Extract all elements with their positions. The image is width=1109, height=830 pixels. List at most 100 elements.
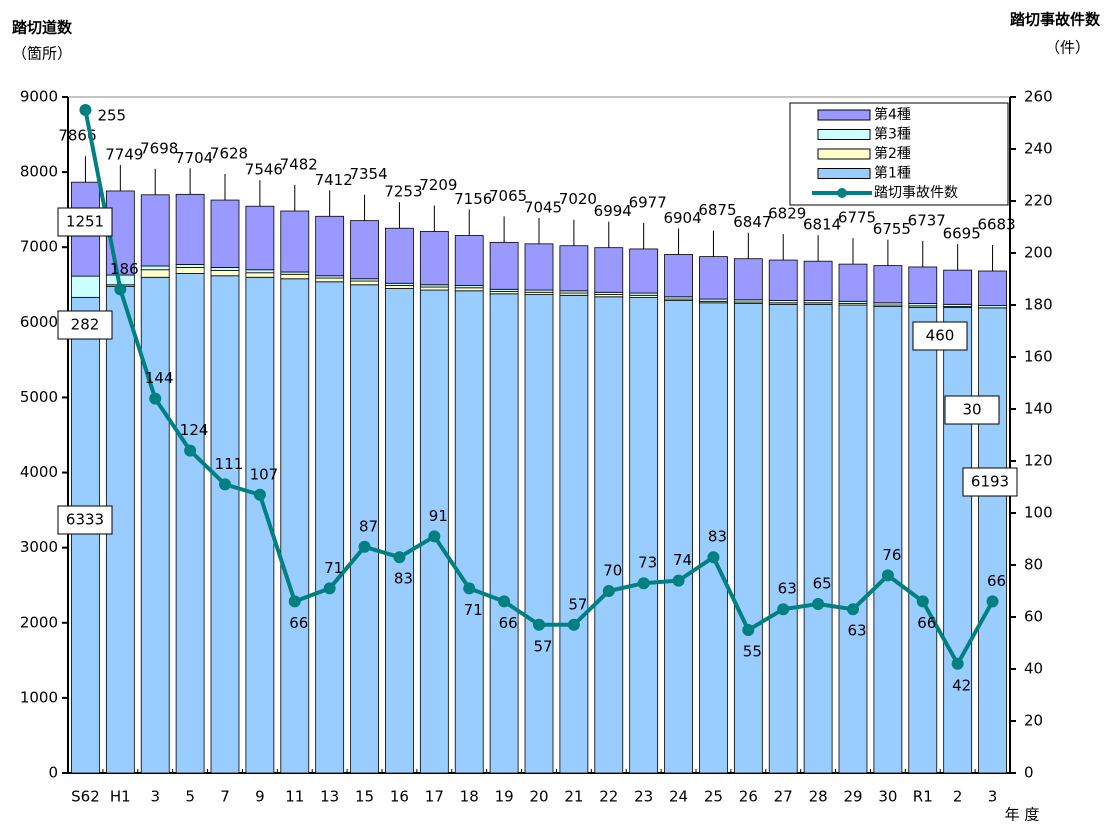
total-label: 7749 [105,145,143,163]
y2-tick-label: 140 [1024,400,1053,418]
x-tick-label: 15 [355,788,374,806]
bar-segment [140,194,170,267]
y2-tick-label: 200 [1024,244,1053,262]
x-tick-label: 19 [495,788,514,806]
bar-segment [454,287,484,292]
bar-segment [733,303,763,774]
bar-segment [803,303,833,774]
line-point [742,624,755,636]
line-value-label: 76 [882,546,901,564]
x-tick-label: 2 [953,788,963,806]
bar-segment [524,294,554,774]
segment-label-box [962,467,1018,497]
bar-segment [664,300,693,774]
bar-segment [350,284,379,774]
segment-label-box [57,207,113,237]
line-point [393,551,406,564]
bar-segment [768,303,798,774]
bar-segment [315,277,345,283]
y2-tick-label: 80 [1024,556,1043,574]
segment-label-box [57,505,113,535]
line-value-label: 66 [289,614,308,632]
bar-segment [245,269,275,274]
y-tick-label: 5000 [20,388,58,406]
line-point [533,618,545,631]
line-point [881,569,894,582]
bar-segment [140,276,170,774]
bar-segment [908,306,938,774]
legend-label: 第4種 [874,106,911,123]
line-value-label: 111 [215,455,244,473]
bar-segment [419,231,449,286]
bar-segment [280,273,310,280]
x-tick-label: 21 [564,788,583,806]
bar-segment [385,227,414,284]
y2-axis-title: 踏切事故件数 [1010,11,1101,29]
total-label: 7698 [140,139,178,157]
total-label: 7704 [175,149,213,167]
legend-swatch [817,109,871,121]
x-tick-label: 20 [529,788,548,806]
segment-label: 1251 [66,213,104,231]
bar-segment [524,243,554,291]
total-label: 6977 [629,193,667,211]
segment-label: 282 [71,316,100,334]
segment-label-box [57,310,113,340]
line-value-label: 65 [813,575,832,593]
bar-segment [175,273,205,774]
total-label: 7156 [454,190,492,208]
bar-segment [664,254,693,298]
line-value-label: 74 [673,551,692,569]
bar-segment [768,259,798,301]
bar-segment [210,270,240,277]
line-value-label: 71 [464,601,483,619]
bar-segment [489,293,519,774]
line-point [602,585,615,597]
bar-segment [559,294,589,774]
y2-tick-label: 260 [1024,88,1053,106]
x-tick-label: S62 [71,788,100,806]
bar-segment [873,306,903,774]
line-value-label: 63 [778,580,797,598]
total-label: 7354 [349,165,387,183]
bar-segment [385,285,414,289]
line-point [358,540,371,553]
legend-swatch [817,129,871,140]
x-tick-label: 17 [425,788,444,806]
line-value-label: 55 [743,643,762,661]
y2-tick-label: 60 [1024,608,1043,626]
line-point [777,603,790,616]
line-value-label: 66 [917,614,936,632]
bar-segment [873,265,903,304]
x-tick-label: 29 [843,788,862,806]
segment-label-box [912,321,968,351]
total-label: 6755 [873,220,911,238]
y2-tick-label: 160 [1024,348,1053,366]
bar-segment [315,281,345,774]
total-label: 6875 [698,201,736,219]
x-tick-label: 3 [988,788,998,806]
line-point [986,595,999,608]
total-label: 6829 [768,205,806,223]
total-label: 7209 [419,176,457,194]
x-tick-label: R1 [913,788,933,806]
bar-segment [559,245,589,292]
bar-segment [350,280,379,286]
bar-segment [733,258,763,301]
x-tick-label: 16 [390,788,409,806]
line-value-label: 66 [499,614,518,632]
bar-segment [175,193,205,265]
legend-label: 第3種 [874,126,911,143]
line-point [184,444,197,457]
y-tick-label: 0 [48,764,58,782]
bar-segment [245,272,275,278]
y2-tick-label: 220 [1024,192,1053,210]
x-tick-label: 25 [704,788,723,806]
segment-label: 6193 [971,473,1009,491]
line-value-label: 124 [180,421,209,439]
bar-segment [210,267,240,271]
y2-tick-label: 20 [1024,712,1043,730]
bar-segment [245,205,275,271]
line-point [498,595,511,608]
line-value-label: 83 [708,528,727,546]
